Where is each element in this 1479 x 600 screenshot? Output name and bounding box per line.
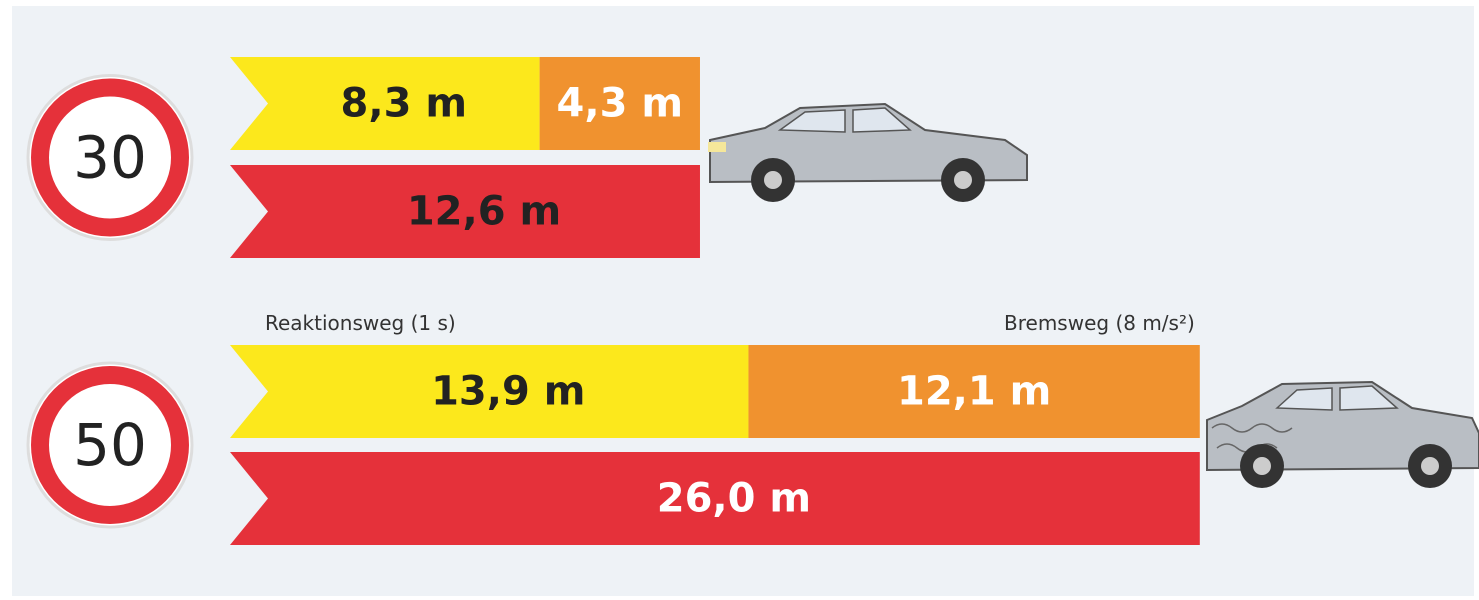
- value-label: 8,3 m: [341, 81, 467, 127]
- legend-label: Reaktionsweg (1 s): [265, 311, 456, 335]
- speed-label: 30: [73, 124, 147, 192]
- value-label: 13,9 m: [431, 369, 585, 415]
- value-label: 4,3 m: [557, 81, 683, 127]
- infographic: 30 8,3 m 4,3 m 12,6 m 50 13,9 m 12,1 m 26,0 m Re…: [0, 0, 1479, 600]
- value-label: 12,1 m: [897, 369, 1051, 415]
- speed-label: 50: [73, 411, 147, 479]
- total-label: 26,0 m: [657, 476, 811, 522]
- total-label: 12,6 m: [407, 189, 561, 235]
- legend-label: Bremsweg (8 m/s²): [1004, 311, 1195, 335]
